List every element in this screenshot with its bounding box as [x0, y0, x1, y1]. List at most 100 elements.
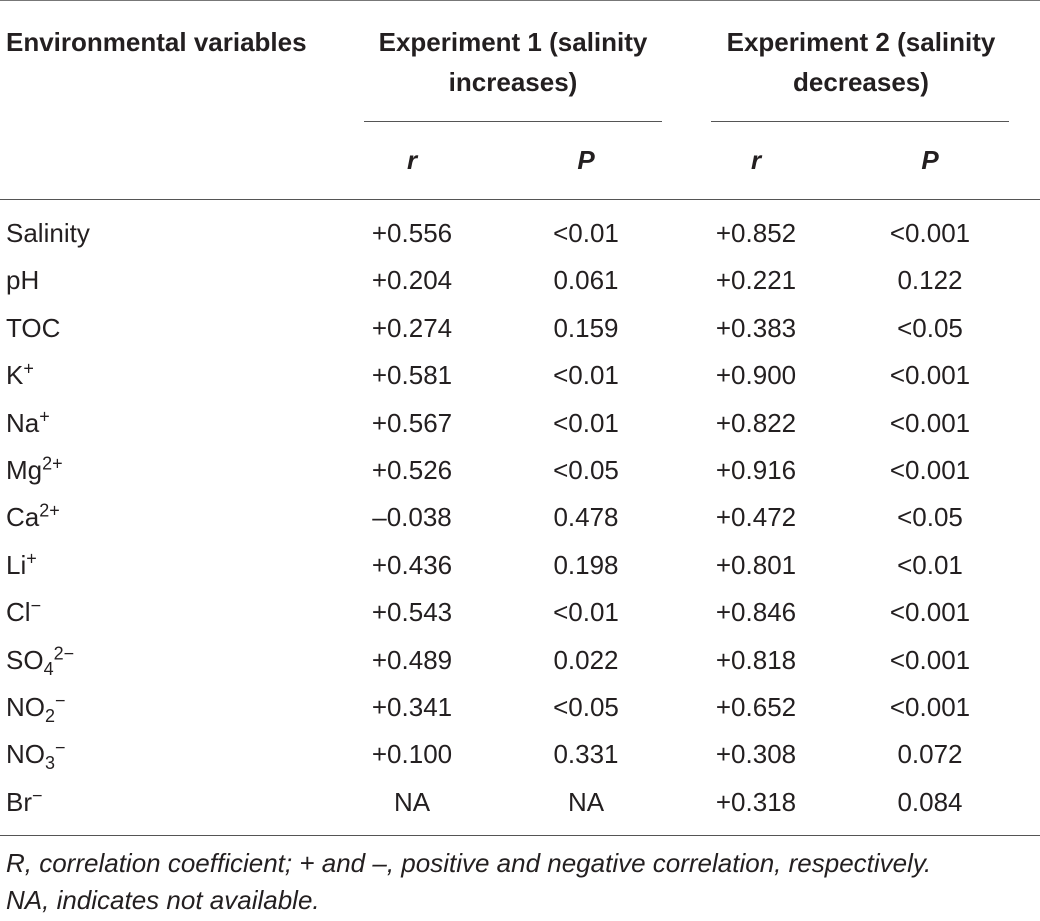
header-experiment-2: Experiment 2 (salinity decreases) — [706, 22, 1016, 102]
variable-name: Salinity — [6, 218, 90, 248]
table-row: NO2− +0.341 <0.05 +0.652 <0.001 — [0, 684, 1040, 731]
cell-r-exp1: +0.556 — [371, 218, 453, 248]
subheader-r-exp2: r — [750, 145, 762, 175]
cell-r-exp2: +0.318 — [715, 786, 797, 817]
variable-superscript: − — [55, 690, 66, 711]
table-row: Br− NA NA +0.318 0.084 — [0, 779, 1040, 826]
variable-name: Br — [6, 786, 32, 817]
cell-r-exp1: +0.341 — [371, 692, 453, 722]
cell-p-exp1: 0.331 — [553, 739, 619, 770]
variable-superscript: + — [26, 548, 37, 569]
cell-p-exp2: <0.001 — [889, 407, 971, 438]
cell-variable: Ca2+ — [6, 494, 60, 541]
variable-name: TOC — [6, 312, 61, 343]
variable-subscript: 3 — [45, 753, 56, 774]
table-row: K+ +0.581 <0.01 +0.900 <0.001 — [0, 352, 1040, 399]
header-experiment-1-line2: increases) — [448, 67, 578, 97]
cell-r-exp1: –0.038 — [372, 502, 452, 533]
cell-p-exp1: <0.01 — [553, 360, 619, 391]
cell-p-exp2: 0.084 — [897, 786, 963, 817]
cell-p-exp2: <0.001 — [889, 644, 971, 675]
cell-variable: Mg2+ — [6, 447, 63, 494]
cell-p-exp2: 0.072 — [897, 739, 963, 770]
table-row: pH +0.204 0.061 +0.221 0.122 — [0, 257, 1040, 304]
cell-r-exp2: +0.801 — [715, 549, 797, 580]
cell-p-exp2: <0.001 — [889, 597, 971, 628]
variable-name: NO — [6, 739, 45, 770]
cell-r-exp1: +0.581 — [371, 360, 453, 391]
table-row: Mg2+ +0.526 <0.05 +0.916 <0.001 — [0, 447, 1040, 494]
cell-r-exp2: +0.383 — [715, 312, 797, 343]
cell-r-exp1: +0.543 — [371, 597, 453, 628]
cell-r-exp1: +0.204 — [371, 265, 453, 296]
cell-r-exp2: +0.916 — [715, 455, 797, 485]
cell-variable: NO2− — [6, 684, 66, 731]
cell-p-exp1: <0.05 — [553, 692, 619, 722]
variable-name: Na — [6, 407, 40, 438]
table-row: Ca2+ –0.038 0.478 +0.472 <0.05 — [0, 494, 1040, 541]
cell-r-exp2: +0.846 — [715, 597, 797, 628]
cell-r-exp2: +0.818 — [715, 644, 797, 675]
experiment-2-group-rule — [711, 121, 1009, 122]
variable-name: Cl — [6, 597, 31, 628]
header-bottom-rule — [0, 199, 1040, 200]
cell-p-exp2: <0.01 — [897, 549, 963, 580]
cell-variable: Salinity — [6, 210, 90, 257]
cell-r-exp1: +0.567 — [371, 407, 453, 438]
cell-variable: TOC — [6, 305, 60, 352]
cell-r-exp1: +0.436 — [371, 549, 453, 580]
table-row: SO42− +0.489 0.022 +0.818 <0.001 — [0, 637, 1040, 684]
cell-variable: pH — [6, 257, 39, 304]
variable-name: Ca — [6, 502, 40, 533]
table-row: Cl− +0.543 <0.01 +0.846 <0.001 — [0, 589, 1040, 636]
cell-p-exp1: 0.159 — [553, 312, 619, 343]
cell-r-exp2: +0.852 — [715, 218, 797, 248]
variable-subscript: 4 — [43, 658, 54, 679]
cell-p-exp1: NA — [567, 786, 605, 817]
cell-variable: Na+ — [6, 400, 50, 447]
variable-name: SO — [6, 644, 44, 675]
variable-name: Mg — [6, 455, 43, 485]
cell-p-exp2: <0.001 — [889, 455, 971, 485]
cell-p-exp1: <0.01 — [553, 407, 619, 438]
cell-variable: Cl− — [6, 589, 41, 636]
cell-r-exp2: +0.308 — [715, 739, 797, 770]
variable-superscript: + — [23, 358, 34, 379]
cell-variable: Li+ — [6, 542, 37, 589]
cell-p-exp1: <0.01 — [553, 218, 619, 248]
variable-superscript: 2− — [53, 642, 75, 663]
table-row: Li+ +0.436 0.198 +0.801 <0.01 — [0, 542, 1040, 589]
cell-p-exp2: <0.05 — [897, 312, 963, 343]
subheader-p-exp2: P — [921, 145, 939, 175]
footnote-line-1: R, correlation coefficient; + and –, pos… — [6, 848, 932, 878]
cell-p-exp1: 0.198 — [553, 549, 619, 580]
cell-p-exp1: 0.061 — [553, 265, 619, 296]
cell-p-exp2: <0.001 — [889, 360, 971, 391]
cell-p-exp2: <0.001 — [889, 692, 971, 722]
table-row: NO3− +0.100 0.331 +0.308 0.072 — [0, 731, 1040, 778]
variable-subscript: 2 — [45, 706, 56, 727]
variable-name: pH — [6, 265, 40, 296]
header-environmental-variables: Environmental variables — [6, 27, 307, 57]
cell-p-exp1: 0.478 — [553, 502, 619, 533]
subheader-p-exp1: P — [577, 145, 595, 175]
cell-r-exp2: +0.221 — [715, 265, 797, 296]
cell-p-exp2: 0.122 — [897, 265, 963, 296]
top-rule — [0, 0, 1040, 1]
variable-superscript: − — [55, 737, 66, 758]
header-experiment-2-line1: Experiment 2 (salinity — [726, 27, 996, 57]
cell-r-exp1: +0.274 — [371, 312, 453, 343]
header-experiment-1-line1: Experiment 1 (salinity — [378, 27, 648, 57]
cell-r-exp2: +0.472 — [715, 502, 797, 533]
header-experiment-1: Experiment 1 (salinity increases) — [358, 22, 668, 102]
variable-name: Li — [6, 549, 27, 580]
cell-r-exp1: +0.489 — [371, 644, 453, 675]
cell-variable: Br− — [6, 779, 43, 826]
cell-variable: SO42− — [6, 637, 74, 684]
variable-name: NO — [6, 692, 45, 722]
cell-p-exp2: <0.001 — [889, 218, 971, 248]
cell-variable: K+ — [6, 352, 34, 399]
header-experiment-2-line2: decreases) — [793, 67, 929, 97]
cell-variable: NO3− — [6, 731, 66, 778]
cell-r-exp1: +0.100 — [371, 739, 453, 770]
